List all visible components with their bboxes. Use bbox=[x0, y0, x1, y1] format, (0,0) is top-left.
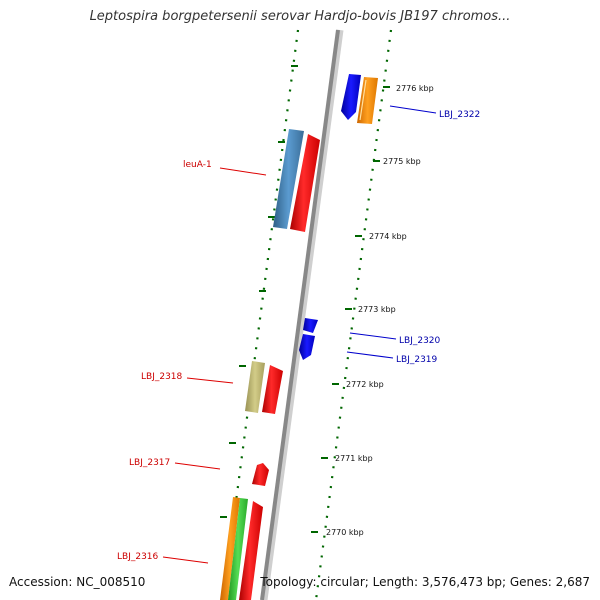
label-lbj2320: LBJ_2320 bbox=[399, 336, 441, 346]
connector-lbj2316 bbox=[162, 556, 209, 564]
connector-lbj2319 bbox=[346, 351, 394, 359]
label-leuA-1: leuA-1 bbox=[183, 160, 212, 170]
connector-lbj2318 bbox=[186, 377, 234, 384]
connector-leuA-1 bbox=[219, 167, 267, 176]
gene-lbj2318[interactable] bbox=[245, 361, 265, 413]
connector-lbj2322 bbox=[389, 105, 437, 114]
backbone bbox=[260, 29, 340, 600]
tick-label: 2773 kbp bbox=[358, 305, 396, 314]
connector-lbj2320 bbox=[349, 332, 397, 340]
connector-lbj2317 bbox=[174, 462, 221, 470]
tick-marks bbox=[311, 86, 390, 533]
label-lbj2322: LBJ_2322 bbox=[439, 110, 480, 120]
inner-ring-marks bbox=[220, 65, 298, 518]
gene-lbj2319[interactable] bbox=[299, 334, 315, 360]
tick-label: 2770 kbp bbox=[326, 528, 364, 537]
label-lbj2318: LBJ_2318 bbox=[141, 372, 183, 382]
gene-lbj2316-green[interactable] bbox=[228, 498, 248, 600]
gene-leuA-1[interactable] bbox=[273, 129, 304, 229]
gene-lbj2322-orange[interactable] bbox=[357, 77, 378, 124]
label-lbj2319: LBJ_2319 bbox=[396, 355, 438, 365]
gene-lbj2322-blue[interactable] bbox=[341, 74, 361, 120]
gene-lbj2316-red[interactable] bbox=[239, 501, 263, 600]
tick-label: 2771 kbp bbox=[335, 454, 373, 463]
gene-red-1[interactable] bbox=[290, 134, 320, 232]
map-title: Leptospira borgpetersenii serovar Hardjo… bbox=[89, 9, 511, 24]
label-lbj2316: LBJ_2316 bbox=[117, 552, 159, 562]
tick-label: 2776 kbp bbox=[396, 84, 434, 93]
gene-lbj2316-orange[interactable] bbox=[220, 497, 240, 600]
tick-label: 2775 kbp bbox=[383, 157, 421, 166]
tick-label: 2772 kbp bbox=[346, 380, 384, 389]
gene-red-2[interactable] bbox=[262, 365, 283, 414]
tick-label: 2774 kbp bbox=[369, 232, 407, 241]
gene-lbj2317[interactable] bbox=[252, 463, 269, 486]
genome-summary-text: Topology: circular; Length: 3,576,473 bp… bbox=[260, 575, 590, 589]
gene-lbj2320[interactable] bbox=[303, 318, 318, 333]
accession-text: Accession: NC_008510 bbox=[9, 575, 146, 589]
label-lbj2317: LBJ_2317 bbox=[129, 458, 170, 468]
